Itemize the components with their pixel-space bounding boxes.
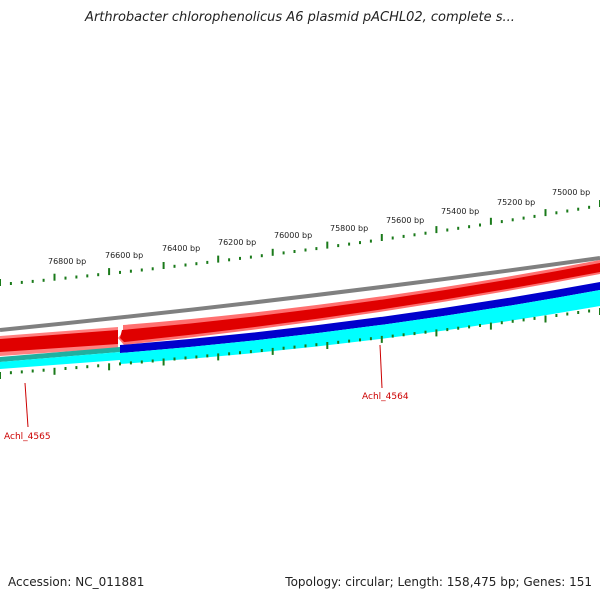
inner-scale-ticks — [0, 308, 600, 379]
scale-label-75400: 75400 bp — [441, 207, 479, 216]
outer-scale-ticks — [0, 200, 600, 286]
cyan-segment-left — [0, 352, 120, 369]
reverse-strand-track — [0, 282, 600, 369]
scale-label-76800: 76800 bp — [48, 257, 86, 266]
teal-segment — [0, 347, 120, 362]
scale-label-76600: 76600 bp — [105, 251, 143, 260]
backbone-track — [0, 256, 600, 332]
leader-achl-4565 — [24, 382, 29, 428]
gene-achl-4564-forward-core — [120, 263, 600, 342]
scale-label-76400: 76400 bp — [162, 244, 200, 253]
scale-label-75000: 75000 bp — [552, 188, 590, 197]
scale-label-75200: 75200 bp — [497, 198, 535, 207]
cyan-segment-right — [120, 290, 600, 364]
leader-achl-4564 — [379, 344, 383, 389]
gene-label-achl-4565[interactable]: Achl_4565 — [4, 432, 51, 442]
gene-achl-4564-reverse — [120, 282, 600, 353]
scale-label-76000: 76000 bp — [274, 231, 312, 240]
topology-summary: Topology: circular; Length: 158,475 bp; … — [285, 575, 592, 589]
gene-achl-4565-forward-core — [0, 330, 118, 352]
scale-label-76200: 76200 bp — [218, 238, 256, 247]
scale-tick-labels: 76800 bp 76600 bp 76400 bp 76200 bp 7600… — [48, 188, 590, 266]
scale-label-75600: 75600 bp — [386, 216, 424, 225]
accession-text: Accession: NC_011881 — [8, 575, 145, 589]
gene-label-achl-4564[interactable]: Achl_4564 — [362, 392, 409, 402]
forward-strand-track — [0, 260, 600, 356]
scale-label-75800: 75800 bp — [330, 224, 368, 233]
map-title: Arthrobacter chlorophenolicus A6 plasmid… — [85, 10, 515, 25]
